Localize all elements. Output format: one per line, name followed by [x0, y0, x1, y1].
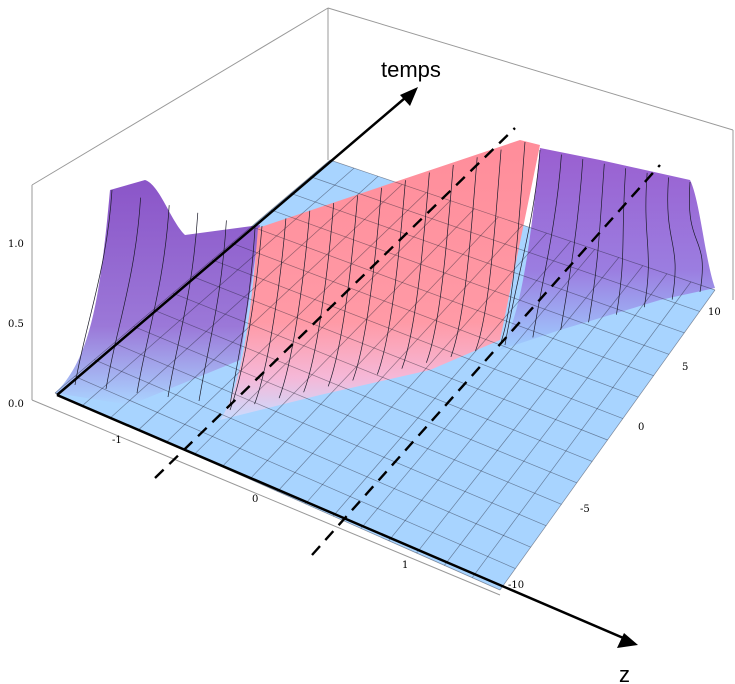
- time-axis-label: temps: [381, 57, 441, 82]
- mesh-line: [249, 216, 499, 480]
- z-tick-label: 1: [402, 560, 408, 571]
- dashed-guide-2: [311, 164, 661, 556]
- mesh-curve: [167, 212, 199, 398]
- mesh-curve: [327, 195, 358, 387]
- amp-tick-label: 1.0: [8, 239, 24, 250]
- mesh-line: [94, 359, 531, 548]
- mesh-curve: [352, 187, 382, 381]
- mesh-line: [499, 289, 716, 591]
- mesh-curve: [229, 227, 256, 406]
- mesh-line: [212, 259, 623, 419]
- t-tick-label: 5: [682, 362, 688, 373]
- mesh-line: [360, 249, 595, 529]
- mesh-curve: [401, 172, 430, 369]
- mesh-line: [138, 184, 403, 431]
- mesh-line: [172, 292, 593, 462]
- t-tick-label: 0: [638, 422, 644, 433]
- surface-mesh: [54, 141, 716, 591]
- mesh-line: [332, 241, 571, 517]
- mesh-curve: [475, 149, 502, 352]
- t-tick-label: -10: [508, 580, 524, 591]
- mesh-line: [310, 176, 700, 312]
- mesh-line: [82, 167, 355, 406]
- dashed-guides: [154, 127, 661, 556]
- mesh-curve: [499, 141, 526, 346]
- mesh-line: [277, 224, 523, 492]
- mesh-line: [113, 342, 547, 527]
- mesh-line: [110, 175, 379, 418]
- z-axis-arrow: [56, 393, 638, 648]
- z-axis-label: z: [619, 662, 630, 684]
- z-axis-ticks: -1 0 1: [112, 435, 408, 571]
- mesh-curve: [198, 220, 227, 402]
- mesh-curve: [688, 181, 703, 293]
- t-tick-label: -5: [580, 504, 590, 515]
- mesh-curve: [376, 180, 406, 375]
- mesh-line: [231, 242, 639, 398]
- mesh-curve: [643, 172, 649, 308]
- mesh-curve: [254, 218, 287, 405]
- dashed-guide-1: [154, 127, 516, 479]
- mesh-line: [329, 159, 716, 291]
- mesh-curve: [450, 157, 478, 357]
- mesh-line: [74, 376, 516, 569]
- mesh-curve: [74, 189, 113, 386]
- mesh-curve: [136, 205, 170, 394]
- pink-ridge: [220, 140, 540, 420]
- z-tick-label: 0: [252, 494, 258, 505]
- mesh-line: [221, 208, 475, 468]
- amp-tick-label: 0.5: [8, 319, 24, 330]
- mesh-curve: [504, 149, 541, 346]
- mesh-line: [193, 200, 451, 455]
- mesh-line: [54, 159, 331, 394]
- mesh-line: [444, 273, 668, 566]
- mesh-line: [305, 232, 547, 505]
- mesh-curve: [588, 163, 605, 323]
- mesh-line: [153, 309, 577, 484]
- t-tick-label: 10: [708, 307, 721, 318]
- mesh-curve: [532, 154, 562, 338]
- time-axis-arrow: [56, 87, 418, 396]
- z-tick-label: -1: [112, 435, 122, 446]
- mesh-line: [133, 326, 562, 505]
- mesh-curve: [560, 159, 584, 330]
- mesh-curve: [667, 177, 676, 300]
- mesh-curve: [229, 225, 263, 411]
- mesh-line: [192, 276, 608, 441]
- mesh-line: [251, 226, 654, 377]
- mesh-line: [388, 257, 620, 541]
- mesh-line: [471, 281, 692, 578]
- mesh-line: [416, 265, 644, 554]
- mesh-curve: [278, 210, 311, 399]
- t-axis-ticks: -10 -5 0 5 10: [508, 307, 721, 591]
- mesh-curve: [303, 203, 335, 393]
- mesh-curve: [105, 197, 141, 390]
- amplitude-axis: 1.0 0.5 0.0: [8, 239, 24, 410]
- bounding-box: [31, 7, 734, 596]
- mesh-line: [166, 192, 427, 443]
- mesh-curve: [616, 168, 627, 315]
- mesh-line: [270, 209, 670, 355]
- mesh-line: [290, 192, 685, 334]
- mesh-curve: [426, 164, 454, 363]
- amp-tick-label: 0.0: [8, 399, 24, 410]
- right-ridge: [500, 148, 715, 350]
